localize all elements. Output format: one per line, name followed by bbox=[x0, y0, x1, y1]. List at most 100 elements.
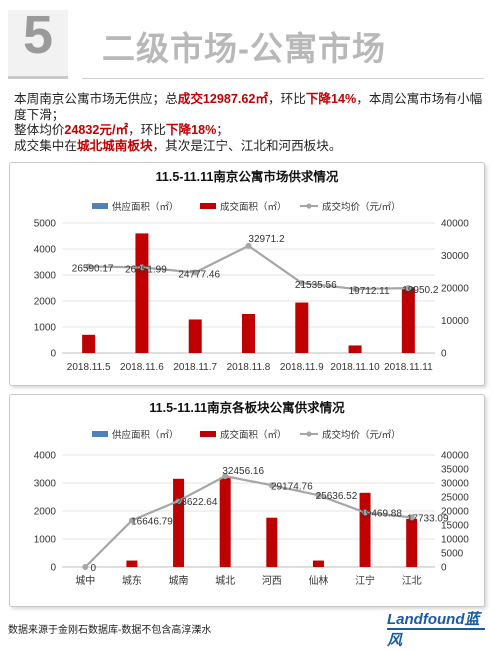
point-avg-price bbox=[298, 280, 305, 287]
y-tick-label: 1000 bbox=[34, 535, 57, 546]
line-avg-price bbox=[84, 474, 412, 568]
summary-highlight: 下降14% bbox=[305, 92, 357, 106]
y2-tick-label: 35000 bbox=[441, 465, 469, 476]
legend-label-deal: 成交面积（㎡） bbox=[220, 201, 287, 213]
point-avg-price bbox=[128, 517, 135, 524]
y2-tick-label: 5000 bbox=[441, 549, 464, 560]
x-tick-label: 2018.11.7 bbox=[173, 362, 217, 373]
data-label-avg-price: 26590.17 bbox=[72, 264, 114, 275]
data-label-avg-price: 29174.76 bbox=[271, 481, 313, 492]
legend-label-supply: 供应面积（㎡） bbox=[112, 429, 179, 441]
landfound-logo: Landfound蓝风 bbox=[387, 608, 487, 649]
y2-tick-label: 0 bbox=[441, 349, 447, 360]
legend-label-price: 成交均价（元/㎡） bbox=[322, 429, 401, 441]
data-label-avg-price: 0 bbox=[91, 563, 97, 574]
point-avg-price bbox=[352, 285, 359, 292]
x-tick-label: 2018.11.10 bbox=[330, 362, 380, 373]
summary-text-span: ，本周公寓市场有小幅度下滑； bbox=[14, 92, 483, 122]
summary-line-1: 本周南京公寓市场无供应；总成交12987.62㎡，环比下降14%，本周公寓市场有… bbox=[14, 92, 484, 123]
legend-marker-price bbox=[306, 431, 312, 437]
point-avg-price bbox=[85, 263, 92, 270]
y-tick-label: 3000 bbox=[34, 479, 57, 490]
point-avg-price bbox=[245, 242, 252, 249]
y-tick-label: 4000 bbox=[34, 245, 57, 256]
data-source-note: 数据来源于金刚石数据库-数据不包含高淳溧水 bbox=[8, 625, 212, 636]
point-avg-price bbox=[192, 269, 199, 276]
x-tick-label: 城南 bbox=[169, 574, 189, 587]
y2-tick-label: 20000 bbox=[441, 284, 469, 295]
y-tick-label: 0 bbox=[50, 349, 56, 360]
summary-line-3: 成交集中在城北城南板块，其次是江宁、江北和河西板块。 bbox=[14, 139, 484, 155]
bar-deal-area bbox=[188, 319, 202, 353]
summary-highlight: 成交12987.62㎡ bbox=[177, 92, 269, 106]
bar-deal-area bbox=[401, 287, 415, 353]
bar-deal-area bbox=[406, 518, 418, 567]
summary-text-span: ，其次是江宁、江北和河西板块。 bbox=[152, 138, 342, 153]
y-tick-label: 2000 bbox=[34, 507, 57, 518]
legend-swatch-supply bbox=[92, 203, 108, 209]
x-tick-label: 江北 bbox=[402, 575, 422, 587]
data-label-avg-price: 32456.16 bbox=[222, 466, 264, 477]
x-tick-label: 河西 bbox=[262, 575, 282, 587]
bar-deal-area bbox=[126, 560, 138, 567]
point-avg-price bbox=[138, 264, 145, 271]
y2-tick-label: 40000 bbox=[441, 451, 469, 462]
section-number: 5 bbox=[22, 5, 54, 65]
summary-text-span: ，环比 bbox=[128, 123, 166, 137]
summary-text-span: ，环比 bbox=[268, 92, 306, 106]
y2-tick-label: 30000 bbox=[441, 251, 469, 262]
summary-text: 本周南京公寓市场无供应；总成交12987.62㎡，环比下降14%，本周公寓市场有… bbox=[14, 92, 484, 154]
y-tick-label: 3000 bbox=[34, 271, 57, 282]
section-number-box bbox=[8, 10, 68, 79]
data-label-avg-price: 23622.64 bbox=[176, 497, 218, 508]
section-title: 二级市场-公寓市场 bbox=[102, 30, 386, 67]
data-label-avg-price: 19469.88 bbox=[360, 508, 402, 519]
x-tick-label: 2018.11.5 bbox=[67, 362, 111, 373]
chart-title: 11.5-11.11南京公寓市场供求情况 bbox=[156, 169, 339, 184]
y-tick-label: 1000 bbox=[34, 323, 57, 334]
x-tick-label: 2018.11.11 bbox=[384, 362, 433, 373]
summary-text-span: 成交集中在 bbox=[14, 138, 77, 153]
data-label-avg-price: 21535.56 bbox=[295, 280, 337, 291]
bar-deal-area bbox=[173, 478, 185, 567]
x-tick-label: 城北 bbox=[215, 575, 235, 587]
y2-tick-label: 10000 bbox=[441, 535, 469, 546]
bar-deal-area bbox=[295, 302, 309, 353]
x-tick-label: 城中 bbox=[75, 574, 95, 587]
chart-panel-weekly: 11.5-11.11南京公寓市场供求情况 供应面积（㎡） 成交面积（㎡） 成交均价（元… bbox=[9, 162, 485, 386]
point-avg-price bbox=[315, 492, 322, 499]
y2-tick-label: 40000 bbox=[441, 219, 469, 230]
data-label-avg-price: 26351.99 bbox=[125, 264, 167, 275]
y2-tick-label: 10000 bbox=[441, 316, 469, 327]
point-avg-price bbox=[362, 509, 369, 516]
x-tick-label: 2018.11.8 bbox=[227, 362, 271, 373]
x-tick-label: 城东 bbox=[122, 574, 142, 587]
summary-highlight: 24832元/㎡ bbox=[64, 123, 129, 137]
data-label-avg-price: 16646.79 bbox=[131, 516, 173, 527]
legend-label-price: 成交均价（元/㎡） bbox=[322, 201, 401, 213]
summary-highlight: 城北城南板块 bbox=[76, 138, 153, 153]
legend-marker-price bbox=[306, 203, 312, 209]
x-tick-label: 2018.11.6 bbox=[120, 362, 164, 373]
data-label-avg-price: 19950.2 bbox=[402, 285, 439, 296]
chart-panel-district: 11.5-11.11南京各板块公寓供求情况供应面积（㎡） 成交面积（㎡） 成交均价（… bbox=[9, 394, 485, 607]
x-tick-label: 仙林 bbox=[308, 574, 328, 587]
bar-deal-area bbox=[82, 334, 96, 353]
point-avg-price bbox=[408, 514, 415, 521]
legend-label-deal: 成交面积（㎡） bbox=[220, 429, 287, 441]
bar-deal-area bbox=[348, 345, 362, 353]
summary-text-span: 本周南京公寓市场无供应；总 bbox=[14, 92, 178, 106]
point-avg-price bbox=[268, 482, 275, 489]
data-label-avg-price: 19712.11 bbox=[349, 286, 390, 297]
data-label-avg-price: 25636.52 bbox=[316, 491, 358, 502]
chart-title: 11.5-11.11南京各板块公寓供求情况 bbox=[149, 400, 345, 415]
legend-swatch-deal bbox=[200, 203, 216, 209]
point-avg-price bbox=[405, 285, 412, 292]
summary-line-2: 整体均价24832元/㎡，环比下降18%； bbox=[14, 123, 484, 139]
summary-highlight: 下降18% bbox=[165, 123, 217, 137]
y2-tick-label: 30000 bbox=[441, 479, 469, 490]
point-avg-price bbox=[82, 564, 89, 570]
y2-tick-label: 25000 bbox=[441, 493, 469, 504]
